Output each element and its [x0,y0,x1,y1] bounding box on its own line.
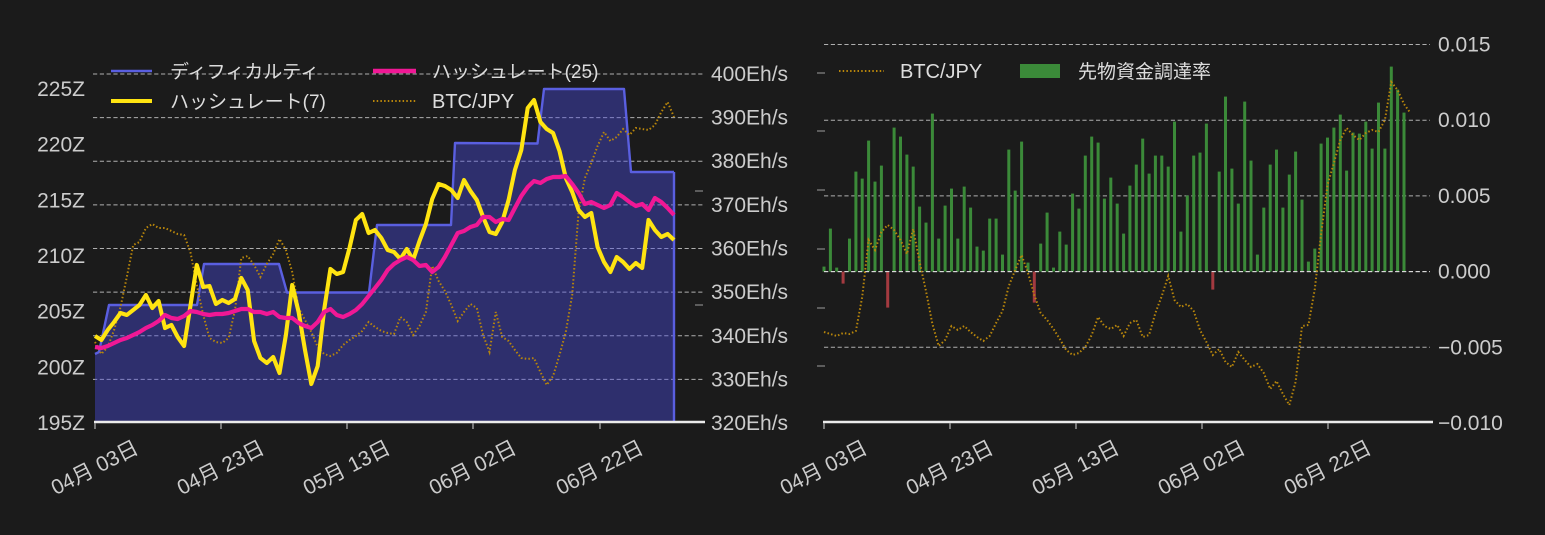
svg-text:200Z: 200Z [37,356,85,379]
svg-text:225Z: 225Z [37,78,85,101]
svg-text:0.005: 0.005 [1438,185,1491,208]
svg-text:ディフィカルティ: ディフィカルティ [170,61,319,83]
svg-text:0.015: 0.015 [1438,34,1491,57]
svg-text:350Eh/s: 350Eh/s [711,281,788,304]
svg-text:BTC/JPY: BTC/JPY [900,61,982,83]
svg-text:380Eh/s: 380Eh/s [711,150,788,173]
svg-text:215Z: 215Z [37,189,85,212]
svg-text:320Eh/s: 320Eh/s [711,412,788,435]
svg-text:220Z: 220Z [37,134,85,157]
svg-text:210Z: 210Z [37,245,85,268]
svg-text:−0.010: −0.010 [1438,412,1503,435]
svg-text:ハッシュレート(7): ハッシュレート(7) [170,92,326,113]
svg-text:370Eh/s: 370Eh/s [711,194,788,217]
svg-text:340Eh/s: 340Eh/s [711,325,788,348]
svg-text:400Eh/s: 400Eh/s [711,63,788,86]
svg-text:ハッシュレート(25): ハッシュレート(25) [432,62,598,83]
svg-text:390Eh/s: 390Eh/s [711,107,788,130]
svg-text:0.010: 0.010 [1438,109,1491,132]
svg-text:205Z: 205Z [37,301,85,324]
svg-text:先物資金調達率: 先物資金調達率 [1078,61,1211,83]
svg-text:195Z: 195Z [37,412,85,435]
svg-text:−0.005: −0.005 [1438,336,1503,359]
svg-text:360Eh/s: 360Eh/s [711,238,788,261]
svg-text:0.000: 0.000 [1438,261,1491,284]
svg-text:330Eh/s: 330Eh/s [711,368,788,391]
svg-text:BTC/JPY: BTC/JPY [432,91,514,113]
